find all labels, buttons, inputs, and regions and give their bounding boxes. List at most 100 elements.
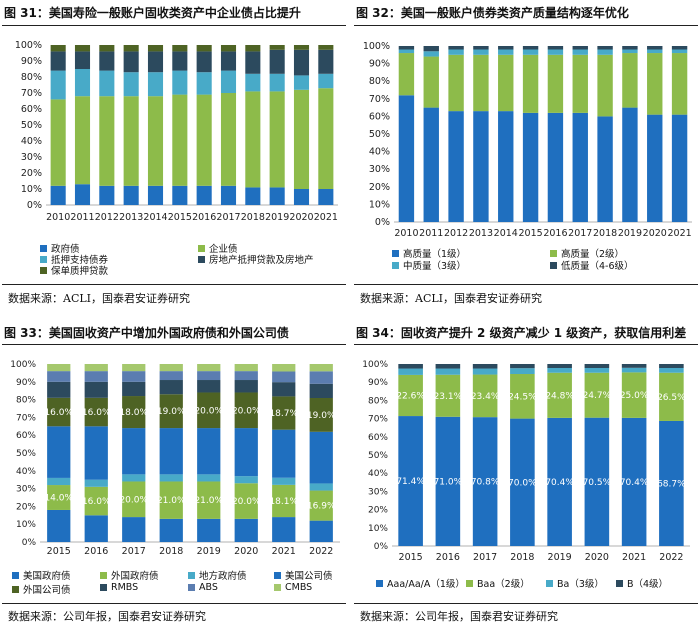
legend-label: B（4级） xyxy=(627,579,669,590)
bar-segment xyxy=(269,91,285,188)
bar-segment xyxy=(172,94,188,186)
x-tick-label: 2016 xyxy=(84,546,108,557)
bar-segment xyxy=(398,374,423,417)
bar-segment xyxy=(498,54,514,112)
data-label: 18.1% xyxy=(269,497,298,507)
y-tick-label: 60% xyxy=(368,433,388,443)
x-tick-label: 2017 xyxy=(473,552,497,563)
data-label: 16.0% xyxy=(82,497,111,507)
bar-segment xyxy=(435,416,461,546)
bar-segment xyxy=(84,515,108,542)
x-tick-label: 2019 xyxy=(265,212,289,223)
bar-segment xyxy=(423,51,439,57)
y-tick-label: 70% xyxy=(21,88,42,99)
bar-segment xyxy=(99,185,115,205)
panel-fig34: 图 34：固收资产提升 2 级资产减少 1 级资产，获取信用利差 0% 10% 20… xyxy=(352,320,700,631)
bar-segment xyxy=(272,364,296,372)
legend-item: 外国公司债 xyxy=(12,582,71,596)
bar-segment xyxy=(659,420,684,546)
bar-segment xyxy=(572,49,588,55)
y-tick-label: 0% xyxy=(22,538,37,548)
legend-label: RMBS xyxy=(111,582,139,593)
y-tick-label: 40% xyxy=(16,467,36,477)
fig34-legend: Aaa/Aa/A（1级） Baa（2级） Ba（3级） B（4级） xyxy=(376,576,696,596)
bar-segment xyxy=(671,46,688,50)
legend-item: 高质量（2级） xyxy=(550,246,624,260)
bar-segment xyxy=(293,45,310,50)
x-tick-label: 2021 xyxy=(272,546,296,557)
data-label: 25.0% xyxy=(620,391,649,401)
bar-segment xyxy=(159,428,183,475)
x-tick-label: 2012 xyxy=(444,228,468,239)
bar-segment xyxy=(647,53,663,115)
data-label: 20.0% xyxy=(119,495,148,505)
bar-segment xyxy=(99,96,115,186)
bar-segment xyxy=(309,490,333,521)
legend-item: CMBS xyxy=(274,582,312,593)
legend-swatch xyxy=(274,584,281,591)
bar-segment xyxy=(510,374,535,419)
x-tick-label: 2013 xyxy=(119,212,143,223)
x-tick-label: 2010 xyxy=(46,212,70,223)
legend-item: 政府债 xyxy=(40,241,80,255)
bar-segment xyxy=(522,46,539,50)
legend-item: 高质量（1级） xyxy=(392,246,466,260)
x-tick-label: 2016 xyxy=(436,552,460,563)
bar-segment xyxy=(621,367,647,373)
legend-swatch xyxy=(100,571,107,579)
y-tick-label: 50% xyxy=(21,120,42,131)
y-tick-label: 20% xyxy=(368,506,388,516)
bar-segment xyxy=(472,364,498,369)
x-tick-label: 2020 xyxy=(289,212,313,223)
data-label: 70.8% xyxy=(471,478,500,488)
x-tick-label: 2018 xyxy=(593,228,617,239)
bar-segment xyxy=(621,364,647,368)
y-tick-label: 60% xyxy=(21,104,42,115)
legend-label: 低质量（4-6级） xyxy=(561,261,634,272)
bar-segment xyxy=(47,364,71,372)
bar-segment xyxy=(147,45,164,52)
data-label: 14.0% xyxy=(44,494,73,504)
bar-segment xyxy=(234,392,258,429)
bar-segment xyxy=(572,112,588,222)
fig31-source: 数据来源：ACLI，国泰君安证券研究 xyxy=(8,292,191,305)
bar-segment xyxy=(510,368,535,375)
bar-segment xyxy=(197,481,221,519)
bar-segment xyxy=(74,184,91,205)
data-label: 20.0% xyxy=(232,406,261,416)
y-tick-label: 60% xyxy=(16,431,36,441)
data-label: 24.8% xyxy=(545,391,574,401)
data-label: 18.0% xyxy=(119,408,148,418)
y-tick-label: 60% xyxy=(369,111,390,122)
bar-segment xyxy=(122,428,146,475)
bar-segment xyxy=(572,46,588,50)
fig31-chart: 0%10%20%30%40%50%60%70%80%90%100%2010 201… xyxy=(15,40,338,223)
data-label: 24.7% xyxy=(583,391,612,401)
y-tick-label: 100% xyxy=(362,360,388,370)
legend-item: 保单质押贷款 xyxy=(40,263,108,277)
bar-segment xyxy=(196,185,212,205)
legend-swatch xyxy=(198,244,205,252)
x-tick-label: 2011 xyxy=(419,228,443,239)
fig31-title-rule xyxy=(2,25,346,26)
x-tick-label: 2012 xyxy=(95,212,119,223)
legend-label: Ba（3级） xyxy=(557,579,604,590)
data-label: 70.4% xyxy=(545,478,574,488)
y-tick-label: 100% xyxy=(10,360,36,370)
legend-swatch xyxy=(392,261,399,269)
y-tick-label: 90% xyxy=(369,59,390,70)
bar-segment xyxy=(622,46,638,50)
bar-segment xyxy=(196,94,212,186)
fig32-chart: 0%10%20%30%40%50%60%70%80%90%100%2010 201… xyxy=(363,41,692,239)
fig33-bottom-rule xyxy=(2,603,346,604)
bar-segment xyxy=(671,53,688,115)
fig34-title-rule xyxy=(354,344,698,345)
x-tick-label: 2022 xyxy=(659,552,683,563)
data-label: 20.0% xyxy=(232,497,261,507)
bar-segment xyxy=(47,485,71,510)
bar-segment xyxy=(293,75,310,90)
fig32-title-rule xyxy=(354,25,698,26)
bar-segment xyxy=(269,49,285,74)
bar-segment xyxy=(50,70,66,100)
x-tick-label: 2011 xyxy=(70,212,94,223)
